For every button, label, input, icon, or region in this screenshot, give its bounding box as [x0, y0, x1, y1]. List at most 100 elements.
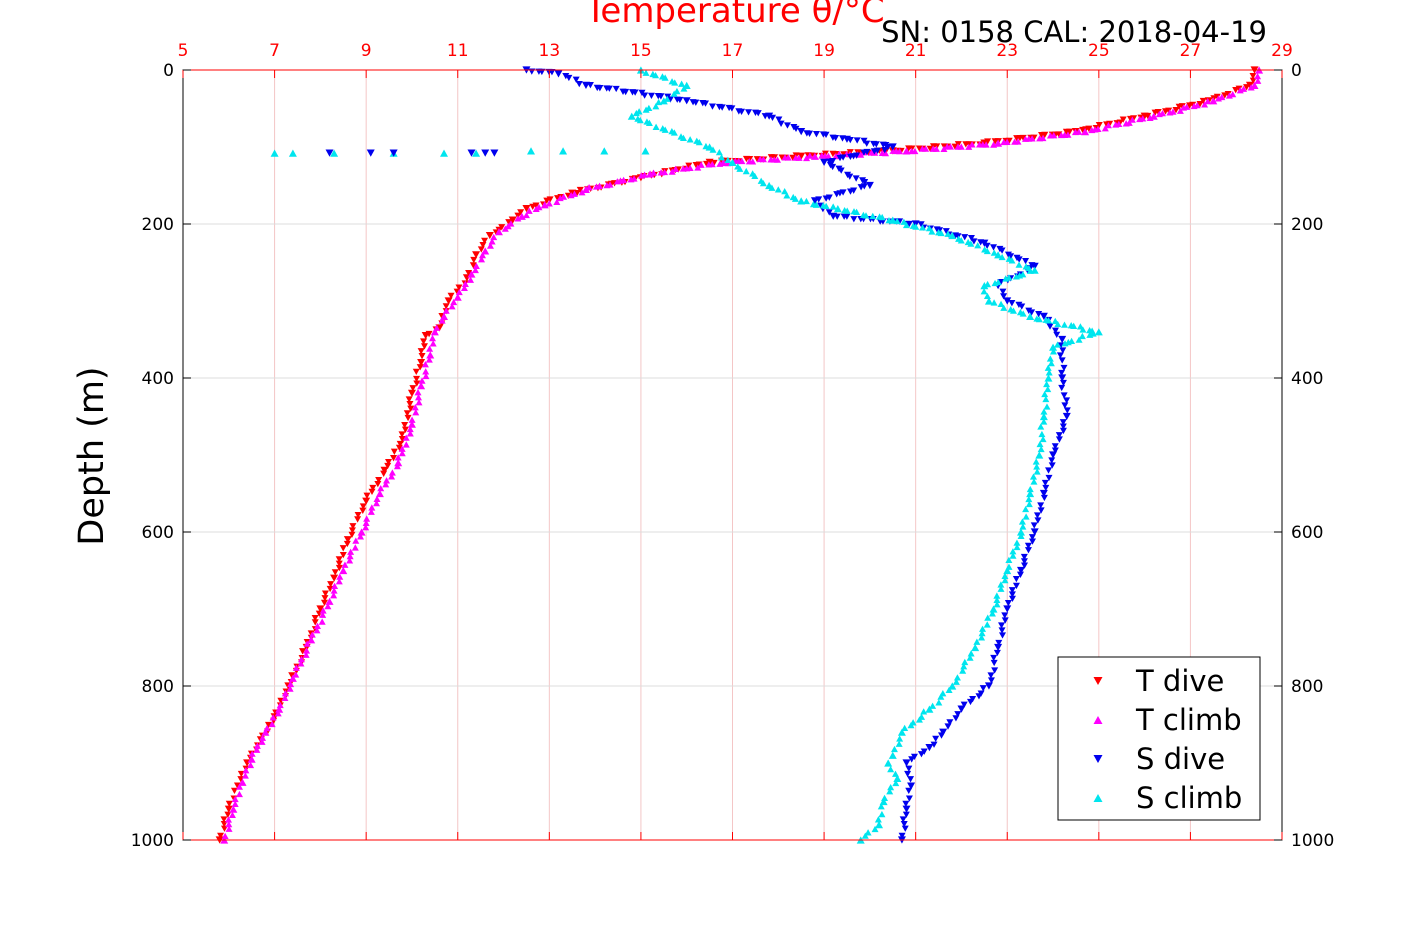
data-point: [647, 92, 655, 100]
data-point: [954, 233, 962, 240]
data-point: [637, 172, 645, 179]
data-point: [994, 251, 1003, 259]
legend-entry: T climb: [1135, 703, 1242, 737]
data-point: [979, 625, 987, 632]
data-point: [380, 470, 388, 477]
data-point: [991, 279, 999, 287]
data-point: [983, 247, 991, 255]
data-point: [375, 489, 384, 498]
data-point: [768, 184, 776, 191]
data-point: [833, 191, 841, 198]
data-point: [957, 705, 966, 713]
data-point: [1057, 342, 1065, 349]
data-point: [887, 783, 895, 791]
data-point: [448, 303, 456, 310]
data-point: [736, 165, 744, 172]
x-tick-label: 21: [905, 41, 927, 61]
data-point: [413, 375, 421, 383]
data-point: [1008, 257, 1016, 264]
data-point: [890, 745, 898, 753]
data-point: [967, 650, 975, 657]
data-point: [948, 231, 957, 240]
data-point: [678, 80, 686, 87]
data-point: [728, 158, 737, 166]
data-point: [999, 288, 1007, 295]
data-point: [363, 515, 371, 522]
data-point: [1043, 380, 1051, 388]
data-point: [479, 242, 487, 249]
data-point: [401, 426, 409, 433]
data-point: [918, 145, 926, 152]
data-point: [477, 246, 485, 253]
data-point: [398, 449, 406, 457]
data-point: [978, 634, 986, 641]
data-point: [718, 154, 726, 161]
data-point: [993, 601, 1001, 608]
data-point: [349, 523, 357, 530]
data-point: [1024, 542, 1032, 550]
data-point: [525, 207, 533, 214]
data-point: [380, 466, 389, 474]
data-point: [565, 74, 573, 82]
data-point: [418, 353, 426, 360]
data-point: [657, 169, 665, 176]
data-point: [1054, 320, 1062, 328]
data-point: [253, 746, 261, 753]
data-point: [554, 70, 563, 78]
data-point: [753, 156, 761, 163]
data-point: [612, 85, 620, 93]
data-point: [228, 811, 236, 818]
data-point: [1051, 447, 1059, 454]
data-point: [486, 242, 494, 249]
data-point: [865, 181, 874, 190]
data-point: [893, 774, 902, 782]
data-point: [1049, 348, 1057, 355]
data-point: [1016, 528, 1025, 536]
data-point: [231, 800, 239, 807]
data-point: [980, 282, 989, 290]
data-point: [867, 149, 875, 156]
data-point: [973, 638, 981, 645]
data-point: [407, 389, 416, 397]
data-point: [442, 307, 450, 314]
data-point: [1053, 331, 1061, 339]
data-point: [225, 825, 233, 832]
data-point: [1036, 135, 1044, 142]
data-point: [420, 343, 428, 350]
data-point: [1037, 445, 1045, 453]
data-point: [869, 212, 877, 220]
data-point: [339, 551, 347, 559]
data-point: [792, 125, 800, 133]
data-point: [382, 481, 390, 488]
data-point: [705, 161, 713, 168]
data-point: [917, 751, 925, 758]
data-point: [1063, 397, 1071, 404]
data-point: [1044, 364, 1052, 371]
data-point: [825, 209, 833, 216]
data-point: [362, 524, 370, 531]
legend-box: [1057, 656, 1261, 821]
data-point: [1062, 128, 1070, 136]
data-point: [1039, 412, 1048, 421]
data-point: [231, 795, 239, 803]
data-point: [1009, 548, 1017, 555]
data-point: [326, 585, 334, 593]
data-point: [641, 92, 649, 99]
data-point: [1232, 87, 1240, 94]
data-point: [1008, 595, 1016, 603]
data-point: [1058, 374, 1067, 382]
data-point: [1075, 336, 1083, 343]
data-point: [287, 680, 295, 688]
data-point: [642, 106, 650, 113]
data-point: [472, 149, 481, 157]
data-point: [892, 779, 900, 787]
data-point: [259, 734, 267, 741]
y-tick-label-left: 400: [142, 369, 174, 389]
data-point: [936, 227, 944, 234]
data-point: [990, 244, 998, 251]
data-point: [1058, 357, 1066, 364]
data-point: [469, 262, 477, 269]
data-point: [777, 120, 785, 127]
data-point: [1001, 612, 1009, 619]
data-point: [797, 197, 806, 205]
